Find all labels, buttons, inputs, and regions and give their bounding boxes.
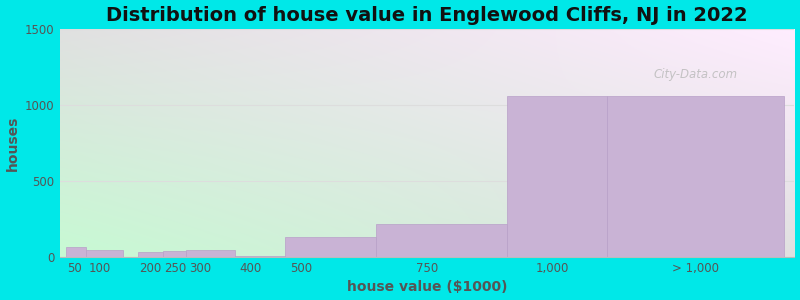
- Bar: [162, 251, 186, 257]
- Bar: [66, 247, 86, 257]
- Y-axis label: houses: houses: [6, 115, 19, 171]
- X-axis label: house value ($1000): house value ($1000): [346, 280, 507, 294]
- Bar: [138, 253, 162, 257]
- Bar: [86, 250, 122, 257]
- Bar: [607, 96, 784, 257]
- Bar: [285, 237, 376, 257]
- Bar: [186, 250, 234, 257]
- Bar: [376, 224, 506, 257]
- Bar: [506, 96, 607, 257]
- Bar: [234, 256, 285, 257]
- Title: Distribution of house value in Englewood Cliffs, NJ in 2022: Distribution of house value in Englewood…: [106, 6, 748, 25]
- Text: City-Data.com: City-Data.com: [653, 68, 738, 81]
